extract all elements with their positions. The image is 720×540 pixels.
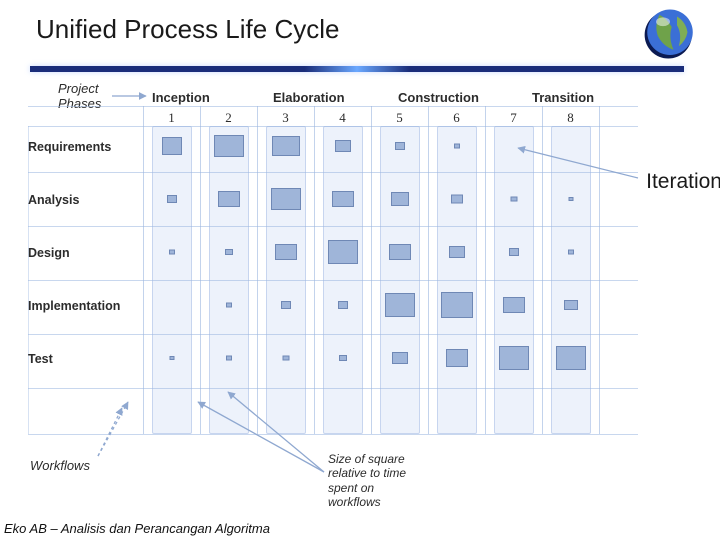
- grid-vline: [428, 106, 429, 434]
- workflow-label: Design: [28, 246, 70, 260]
- grid-vline: [371, 106, 372, 434]
- workflow-label: Requirements: [28, 140, 111, 154]
- effort-box: [281, 301, 291, 309]
- phase-header: Transition: [532, 90, 594, 105]
- workflow-label: Test: [28, 352, 53, 366]
- effort-box: [218, 191, 240, 207]
- effort-box: [338, 301, 348, 309]
- effort-box: [446, 349, 468, 367]
- effort-box: [332, 191, 354, 207]
- footer-credit: Eko AB – Analisis dan Perancangan Algori…: [4, 521, 270, 536]
- grid-vline: [485, 106, 486, 434]
- iteration-number: 1: [168, 110, 175, 126]
- effort-box: [335, 140, 351, 152]
- effort-box: [392, 352, 408, 364]
- grid-hline: [28, 126, 638, 127]
- size-caption: Size of square relative to time spent on…: [328, 452, 406, 510]
- iteration-number: 2: [225, 110, 232, 126]
- effort-box: [169, 250, 175, 255]
- grid-hline: [28, 172, 638, 173]
- effort-box: [225, 249, 233, 255]
- iteration-number: 6: [453, 110, 460, 126]
- effort-box: [272, 136, 300, 156]
- effort-box: [169, 356, 174, 360]
- iteration-number: 3: [282, 110, 289, 126]
- project-phases-label: Project Phases: [58, 82, 101, 112]
- effort-box: [282, 356, 289, 361]
- grid-hline: [28, 106, 638, 107]
- grid-hline: [28, 226, 638, 227]
- effort-box: [449, 246, 465, 258]
- effort-box: [162, 137, 182, 155]
- effort-box: [509, 248, 519, 256]
- effort-box: [328, 240, 358, 264]
- grid-hline: [28, 434, 638, 435]
- globe-icon: [642, 6, 698, 62]
- effort-box: [339, 355, 347, 361]
- iteration-number: 4: [339, 110, 346, 126]
- effort-box: [556, 346, 586, 370]
- effort-box: [271, 188, 301, 210]
- effort-box: [389, 244, 411, 260]
- workflow-label: Implementation: [28, 299, 120, 313]
- effort-box: [395, 142, 405, 150]
- effort-box: [275, 244, 297, 260]
- grid-vline: [143, 106, 144, 434]
- page-title: Unified Process Life Cycle: [36, 14, 339, 45]
- diagram-area: Project Phases Inception Elaboration Const…: [28, 82, 646, 482]
- grid-hline: [28, 280, 638, 281]
- effort-box: [451, 195, 463, 204]
- grid-vline: [542, 106, 543, 434]
- title-divider: [30, 66, 684, 72]
- effort-box: [568, 250, 574, 255]
- effort-box: [385, 293, 415, 317]
- iteration-label: Iteration: [646, 170, 720, 194]
- effort-box: [564, 300, 578, 310]
- workflows-label: Workflows: [30, 458, 90, 473]
- grid-vline: [257, 106, 258, 434]
- effort-box: [499, 346, 529, 370]
- phase-header: Inception: [152, 90, 210, 105]
- iteration-number: 8: [567, 110, 574, 126]
- effort-box: [391, 192, 409, 206]
- grid-hline: [28, 388, 638, 389]
- grid-vline: [599, 106, 600, 434]
- phase-header: Elaboration: [273, 90, 345, 105]
- grid-vline: [200, 106, 201, 434]
- effort-box: [568, 197, 573, 201]
- effort-box: [226, 303, 232, 308]
- effort-box: [454, 144, 460, 149]
- grid-vline: [314, 106, 315, 434]
- effort-box: [441, 292, 473, 318]
- effort-box: [510, 197, 517, 202]
- effort-box: [214, 135, 244, 157]
- effort-box: [503, 297, 525, 313]
- workflow-label: Analysis: [28, 193, 79, 207]
- iteration-number: 7: [510, 110, 517, 126]
- phase-header: Construction: [398, 90, 479, 105]
- effort-box: [226, 356, 232, 361]
- grid-hline: [28, 334, 638, 335]
- effort-box: [167, 195, 177, 203]
- iteration-number: 5: [396, 110, 403, 126]
